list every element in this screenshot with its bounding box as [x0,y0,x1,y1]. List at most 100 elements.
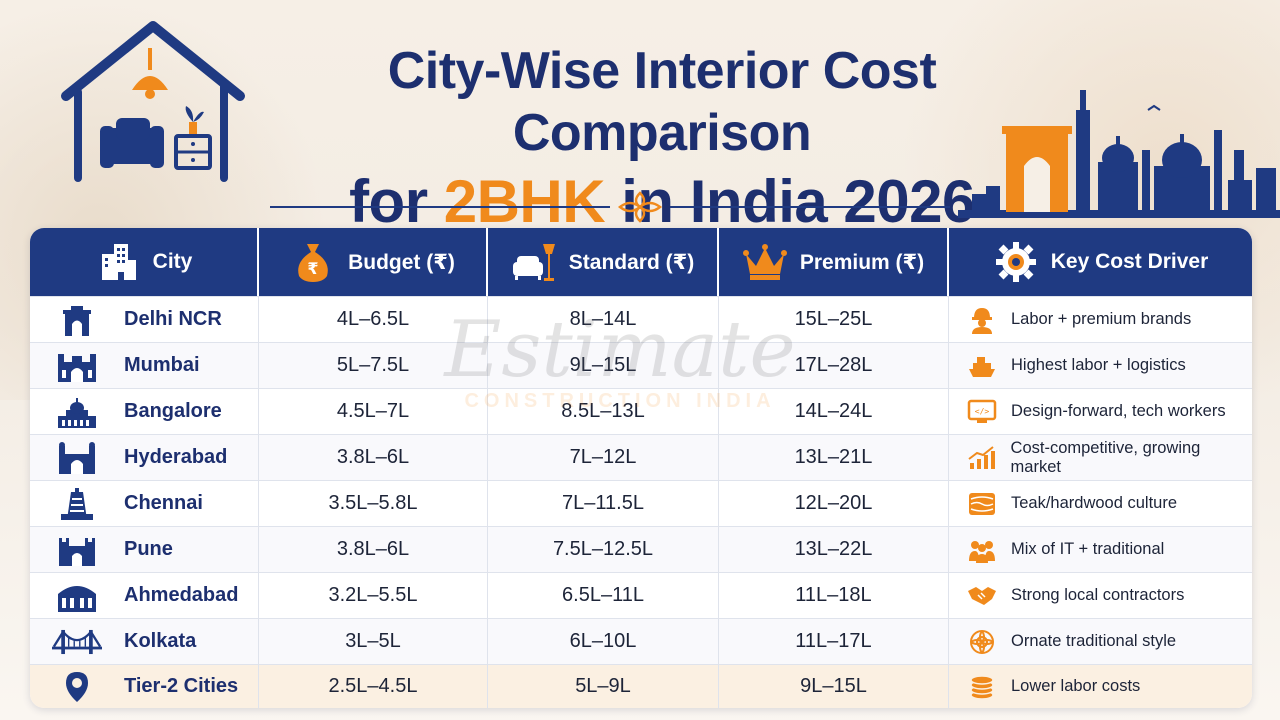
ornament-icon [965,627,999,657]
cell-budget: 3L–5L [259,619,488,664]
cell-city: Delhi NCR [30,297,259,342]
cell-budget: 3.5L–5.8L [259,481,488,526]
cell-standard: 9L–15L [488,343,719,388]
cell-premium: 9L–15L [719,665,949,708]
cell-standard: 7L–11.5L [488,481,719,526]
title-line-2: for 2BHK in India 2026 [349,168,975,235]
cell-budget: 3.8L–6L [259,435,488,480]
gateway-of-india-icon [52,349,102,383]
table-row: Hyderabad 3.8L–6L 7L–12L 13L–21L Cost-co… [30,434,1252,480]
cell-city: Tier-2 Cities [30,665,259,708]
house-logo-icon [61,21,245,182]
driver-text: Mix of IT + traditional [1011,540,1165,558]
cell-city: Chennai [30,481,259,526]
cell-key-cost-driver: Highest labor + logistics [949,343,1252,388]
svg-text:₹: ₹ [308,259,319,278]
city-name: Hyderabad [124,446,228,468]
cell-standard: 8.5L–13L [488,389,719,434]
cell-budget: 2.5L–4.5L [259,665,488,708]
header-key-cost-driver: Key Cost Driver [949,228,1252,296]
cell-city: Kolkata [30,619,259,664]
heritage-building-icon [52,579,102,613]
driver-text: Strong local contractors [1011,586,1185,604]
worker-icon [965,305,999,335]
driver-text: Labor + premium brands [1011,310,1192,328]
cell-budget: 4.5L–7L [259,389,488,434]
table-row: Bangalore 4.5L–7L 8.5L–13L 14L–24L </> D… [30,388,1252,434]
sofa-lamp-icon [511,239,557,285]
table-header-row: City ₹ Budget (₹) Standard (₹) Premium (… [30,228,1252,296]
driver-text: Highest labor + logistics [1011,356,1186,374]
title-divider-ornament [270,191,950,223]
code-monitor-icon: </> [965,397,999,427]
india-skyline-icon [958,90,1280,218]
cell-standard: 7.5L–12.5L [488,527,719,572]
driver-text: Cost-competitive, growing market [1010,438,1201,476]
people-group-icon [965,535,999,565]
cell-budget: 4L–6.5L [259,297,488,342]
header-budget: ₹ Budget (₹) [259,228,488,296]
cell-city: Pune [30,527,259,572]
cell-key-cost-driver: Ornate traditional style [949,619,1252,664]
city-name: Pune [124,538,173,560]
table-row: Pune 3.8L–6L 7.5L–12.5L 13L–22L Mix of I… [30,526,1252,572]
handshake-icon [965,581,999,611]
cell-premium: 15L–25L [719,297,949,342]
vidhana-soudha-icon [52,395,102,429]
cell-budget: 5L–7.5L [259,343,488,388]
cell-standard: 7L–12L [488,435,719,480]
cell-city: Hyderabad [30,435,259,480]
city-name: Delhi NCR [124,308,222,330]
ship-icon [965,351,999,381]
page-title: City-Wise Interior Cost Comparison for 2… [262,40,1062,238]
cell-budget: 3.8L–6L [259,527,488,572]
cell-premium: 13L–21L [719,435,949,480]
table-row: Delhi NCR 4L–6.5L 8L–14L 15L–25L Labor +… [30,296,1252,342]
temple-gopuram-icon [52,487,102,521]
cell-city: Mumbai [30,343,259,388]
cell-standard: 5L–9L [488,665,719,708]
cell-premium: 12L–20L [719,481,949,526]
fort-gate-icon [52,533,102,567]
svg-text:</>: </> [975,407,990,416]
howrah-bridge-icon [52,625,102,659]
coin-stack-icon [965,672,999,702]
city-name: Bangalore [124,400,222,422]
table-row: Kolkata 3L–5L 6L–10L 11L–17L Ornate trad… [30,618,1252,664]
cell-premium: 11L–17L [719,619,949,664]
crown-icon [742,239,788,285]
cell-key-cost-driver: Teak/hardwood culture [949,481,1252,526]
building-icon [95,239,141,285]
cell-premium: 14L–24L [719,389,949,434]
money-bag-icon: ₹ [290,239,336,285]
cell-standard: 8L–14L [488,297,719,342]
cell-city: Bangalore [30,389,259,434]
city-name: Kolkata [124,630,197,652]
gear-icon [993,239,1039,285]
cell-key-cost-driver: </> Design-forward, tech workers [949,389,1252,434]
table-row: Mumbai 5L–7.5L 9L–15L 17L–28L Highest la… [30,342,1252,388]
city-name: Chennai [124,492,203,514]
wood-grain-icon [965,489,999,519]
table-body: Delhi NCR 4L–6.5L 8L–14L 15L–25L Labor +… [30,296,1252,708]
cell-premium: 17L–28L [719,343,949,388]
cell-key-cost-driver: Labor + premium brands [949,297,1252,342]
table-row: Ahmedabad 3.2L–5.5L 6.5L–11L 11L–18L Str… [30,572,1252,618]
city-name: Tier-2 Cities [124,675,239,697]
header-premium: Premium (₹) [719,228,949,296]
driver-text: Design-forward, tech workers [1011,402,1226,420]
cell-key-cost-driver: Cost-competitive, growing market [949,435,1252,480]
location-pin-icon [52,670,102,704]
title-highlight: 2BHK [443,168,606,235]
charminar-icon [52,441,102,475]
header-city: City [30,228,259,296]
cell-premium: 11L–18L [719,573,949,618]
cell-key-cost-driver: Lower labor costs [949,665,1252,708]
city-name: Ahmedabad [124,584,239,606]
cell-key-cost-driver: Mix of IT + traditional [949,527,1252,572]
cost-comparison-table: City ₹ Budget (₹) Standard (₹) Premium (… [30,228,1252,708]
cell-key-cost-driver: Strong local contractors [949,573,1252,618]
driver-text: Lower labor costs [1011,677,1141,695]
growth-chart-icon [965,443,999,473]
driver-text: Teak/hardwood culture [1011,494,1178,512]
